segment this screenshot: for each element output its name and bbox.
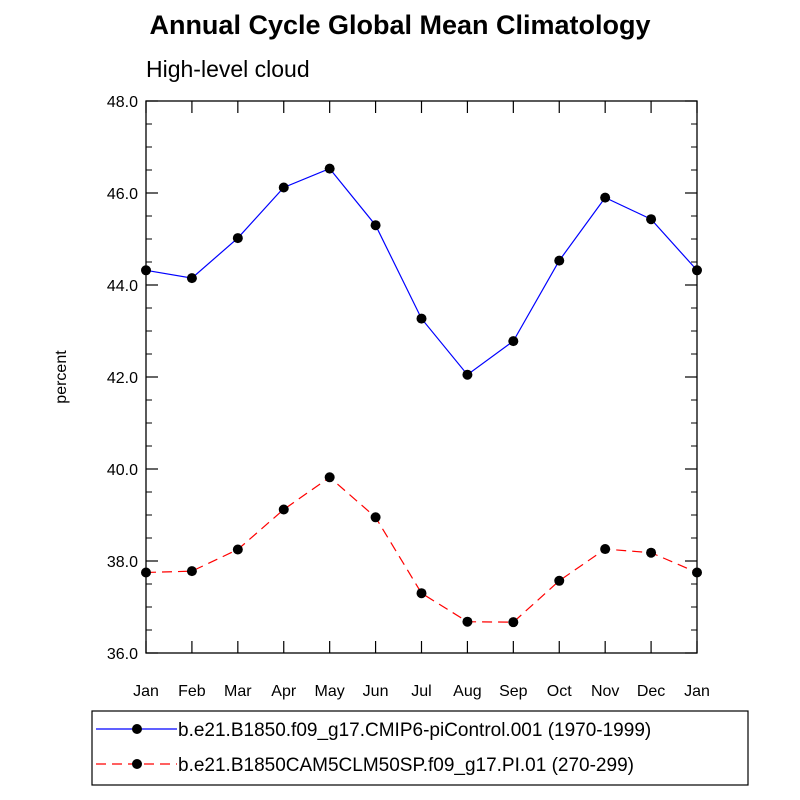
- x-tick-label: Apr: [271, 683, 297, 700]
- series-2-point: [508, 617, 519, 628]
- series-2-point: [646, 547, 657, 558]
- series-1-point: [278, 182, 289, 193]
- legend-box: [91, 710, 749, 786]
- x-tick-labels: Jan Feb Mar Apr May Jun Jul Aug Sep Oct Nov Dec Jan: [133, 683, 710, 700]
- series-lines: [145, 167, 698, 623]
- series-2-point: [416, 588, 427, 599]
- x-tick-label: Mar: [224, 683, 252, 700]
- legend-label-1: b.e21.B1850.f09_g17.CMIP6-piControl.001 …: [178, 720, 651, 741]
- series-line-1: [145, 167, 698, 376]
- series-points: [141, 163, 702, 628]
- series-1-point: [554, 255, 565, 266]
- series-2-point: [186, 566, 197, 577]
- series-1-point: [416, 313, 427, 324]
- series-1-point: [324, 163, 335, 174]
- series-2-point: [554, 575, 565, 586]
- legend: b.e21.B1850.f09_g17.CMIP6-piControl.001 …: [91, 710, 749, 786]
- series-1-point: [600, 192, 611, 203]
- series-1-point: [508, 336, 519, 347]
- series-2-point: [462, 616, 473, 627]
- x-tick-label: Jun: [363, 683, 389, 700]
- major-ticks: [145, 100, 698, 654]
- series-2-point: [324, 472, 335, 483]
- x-tick-label: Jan: [684, 683, 710, 700]
- x-tick-label: Aug: [453, 683, 481, 700]
- chart-subtitle: High-level cloud: [146, 56, 310, 82]
- series-1-point: [370, 220, 381, 231]
- x-tick-label: Dec: [637, 683, 665, 700]
- series-1-point: [462, 369, 473, 380]
- x-tick-label: Jan: [133, 683, 159, 700]
- y-tick-label: 40.0: [107, 462, 138, 479]
- chart-title: Annual Cycle Global Mean Climatology: [149, 10, 651, 40]
- series-2-point: [278, 504, 289, 515]
- x-tick-label: Sep: [499, 683, 528, 700]
- series-1-point: [232, 233, 243, 244]
- legend-marker-2: [132, 759, 142, 769]
- y-tick-label: 36.0: [107, 646, 138, 663]
- y-tick-label: 42.0: [107, 370, 138, 387]
- x-tick-label: Nov: [591, 683, 619, 700]
- legend-marker-1: [132, 724, 142, 734]
- plot-frame: [145, 100, 698, 654]
- legend-label-2: b.e21.B1850CAM5CLM50SP.f09_g17.PI.01 (27…: [178, 755, 634, 776]
- series-2-point: [232, 544, 243, 555]
- series-1-point: [186, 273, 197, 284]
- y-tick-label: 46.0: [107, 186, 138, 203]
- x-tick-label: May: [315, 683, 345, 700]
- y-tick-label: 38.0: [107, 554, 138, 571]
- minor-ticks: [146, 123, 697, 631]
- y-tick-label: 44.0: [107, 278, 138, 295]
- series-2-point: [370, 512, 381, 523]
- x-tick-label: Feb: [178, 683, 206, 700]
- series-1-point: [646, 214, 657, 225]
- x-tick-label: Oct: [547, 683, 572, 700]
- y-tick-label: 48.0: [107, 94, 138, 111]
- series-line-2: [145, 476, 698, 623]
- y-axis-label: percent: [53, 350, 70, 404]
- y-tick-labels: 36.0 38.0 40.0 42.0 44.0 46.0 48.0: [107, 94, 138, 663]
- x-tick-label: Jul: [411, 683, 431, 700]
- series-2-point: [600, 544, 611, 555]
